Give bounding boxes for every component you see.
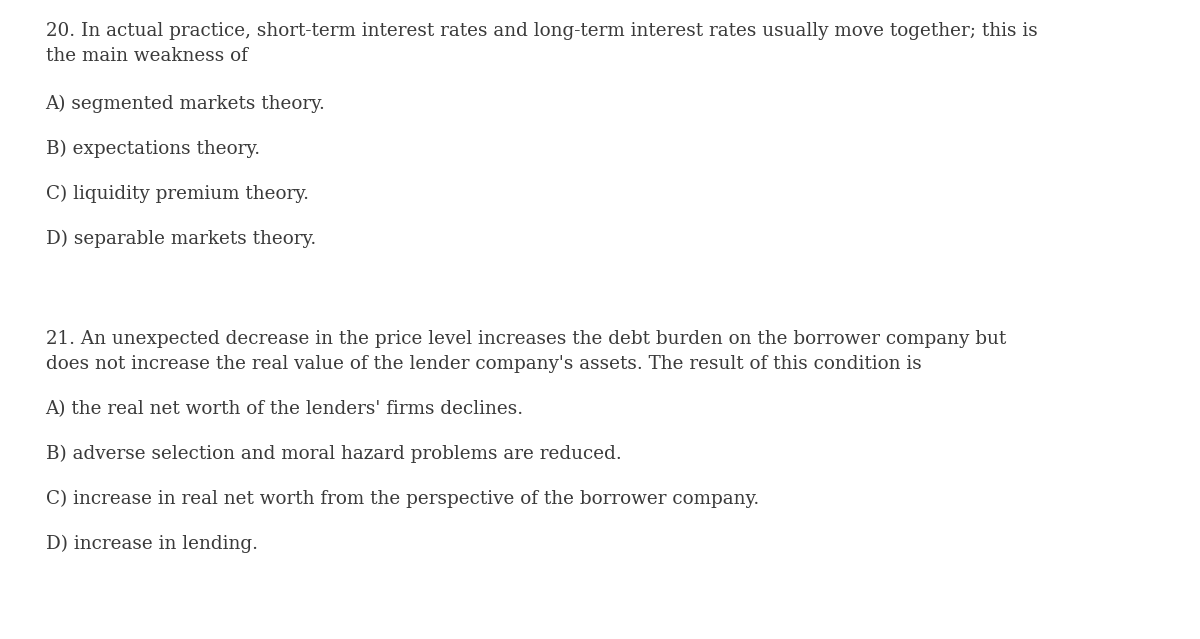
Text: the main weakness of: the main weakness of — [46, 47, 247, 65]
Text: does not increase the real value of the lender company's assets. The result of t: does not increase the real value of the … — [46, 355, 922, 373]
Text: B) expectations theory.: B) expectations theory. — [46, 140, 259, 158]
Text: A) the real net worth of the lenders' firms declines.: A) the real net worth of the lenders' fi… — [46, 400, 523, 418]
Text: C) liquidity premium theory.: C) liquidity premium theory. — [46, 185, 308, 203]
Text: 20. In actual practice, short-term interest rates and long-term interest rates u: 20. In actual practice, short-term inter… — [46, 22, 1037, 40]
Text: A) segmented markets theory.: A) segmented markets theory. — [46, 95, 325, 113]
Text: D) separable markets theory.: D) separable markets theory. — [46, 230, 316, 248]
Text: C) increase in real net worth from the perspective of the borrower company.: C) increase in real net worth from the p… — [46, 490, 758, 508]
Text: 21. An unexpected decrease in the price level increases the debt burden on the b: 21. An unexpected decrease in the price … — [46, 330, 1006, 348]
Text: D) increase in lending.: D) increase in lending. — [46, 535, 258, 553]
Text: B) adverse selection and moral hazard problems are reduced.: B) adverse selection and moral hazard pr… — [46, 445, 622, 463]
